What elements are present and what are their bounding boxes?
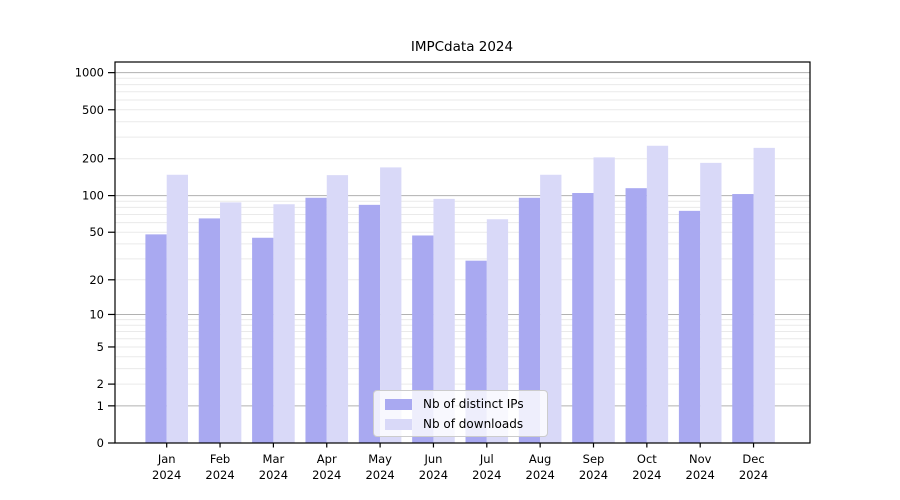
x-tick-label-month: Jul xyxy=(479,452,494,466)
bar-nov-ips xyxy=(678,210,701,443)
x-tick-label-month: Apr xyxy=(317,452,337,466)
x-tick-label-month: Dec xyxy=(742,452,764,466)
y-tick-label: 5 xyxy=(97,340,104,354)
bar-apr-downloads xyxy=(326,175,349,444)
x-tick-label-month: Sep xyxy=(583,452,605,466)
bar-oct-downloads xyxy=(646,145,669,443)
legend-swatch-downloads xyxy=(385,418,412,430)
y-tick-label: 0 xyxy=(97,436,104,450)
plot-border xyxy=(114,61,811,444)
bar-oct-ips xyxy=(625,188,647,443)
y-tick-label: 500 xyxy=(82,103,104,117)
x-tick-label-month: Mar xyxy=(263,452,285,466)
y-tick-label: 20 xyxy=(89,273,104,287)
bar-dec-ips xyxy=(732,194,754,443)
bar-may-downloads xyxy=(380,167,402,443)
y-tick-label: 200 xyxy=(82,152,104,166)
bar-dec-downloads xyxy=(753,147,775,443)
chart-title: IMPCdata 2024 xyxy=(411,39,513,55)
axes-layer: 0 1 2 5 10 20 50 100 200 500 1000 Jan 2024 Feb 2024 Mar… xyxy=(75,61,811,482)
y-tick-label: 50 xyxy=(89,225,104,239)
x-tick-label-year: 2024 xyxy=(526,468,555,482)
x-tick-label-year: 2024 xyxy=(312,468,341,482)
x-tick-label-year: 2024 xyxy=(205,468,234,482)
bar-jun-downloads xyxy=(433,198,455,443)
bar-sep-downloads xyxy=(593,157,615,444)
y-tick-label: 2 xyxy=(97,377,104,391)
legend-item-downloads: Nb of downloads xyxy=(385,416,538,433)
bar-sep-ips xyxy=(572,193,594,443)
bar-jan-ips xyxy=(145,234,167,443)
bar-aug-downloads xyxy=(540,174,562,443)
y-tick-label: 100 xyxy=(82,189,104,203)
y-tick-label: 10 xyxy=(89,307,104,321)
bar-mar-ips xyxy=(252,237,274,443)
x-tick-label-year: 2024 xyxy=(632,468,661,482)
bar-feb-ips xyxy=(198,218,221,443)
bar-aug-ips xyxy=(518,197,541,443)
x-tick-label-month: Jan xyxy=(157,452,176,466)
legend-swatch-distinct-ips xyxy=(385,398,412,410)
x-tick-label-year: 2024 xyxy=(579,468,608,482)
x-tick-label-month: May xyxy=(368,452,392,466)
x-tick-label-year: 2024 xyxy=(365,468,394,482)
x-tick-label-month: Feb xyxy=(210,452,230,466)
legend-item-distinct-ips: Nb of distinct IPs xyxy=(385,396,538,413)
x-tick-label-year: 2024 xyxy=(152,468,181,482)
bar-mar-downloads xyxy=(273,204,295,443)
x-tick-label-year: 2024 xyxy=(419,468,448,482)
y-tick-label: 1000 xyxy=(75,66,104,80)
bar-jul-downloads xyxy=(486,219,509,443)
x-tick-label-year: 2024 xyxy=(472,468,501,482)
bar-feb-downloads xyxy=(220,202,242,443)
x-tick-label-month: Jun xyxy=(423,452,442,466)
legend-label-distinct-ips: Nb of distinct IPs xyxy=(423,396,524,411)
x-tick-label-year: 2024 xyxy=(739,468,768,482)
x-tick-label-month: Oct xyxy=(637,452,657,466)
bar-may-ips xyxy=(358,204,381,443)
y-tick-label: 1 xyxy=(97,399,104,413)
legend-label-downloads: Nb of downloads xyxy=(423,416,524,431)
x-tick-label-month: Aug xyxy=(529,452,551,466)
legend[interactable]: Nb of distinct IPs Nb of downloads xyxy=(373,390,548,437)
bar-jan-downloads xyxy=(166,174,188,443)
x-tick-label-year: 2024 xyxy=(686,468,715,482)
x-tick-label-year: 2024 xyxy=(259,468,288,482)
bar-nov-downloads xyxy=(700,162,722,444)
x-tick-label-month: Nov xyxy=(689,452,712,466)
bar-apr-ips xyxy=(305,197,327,443)
